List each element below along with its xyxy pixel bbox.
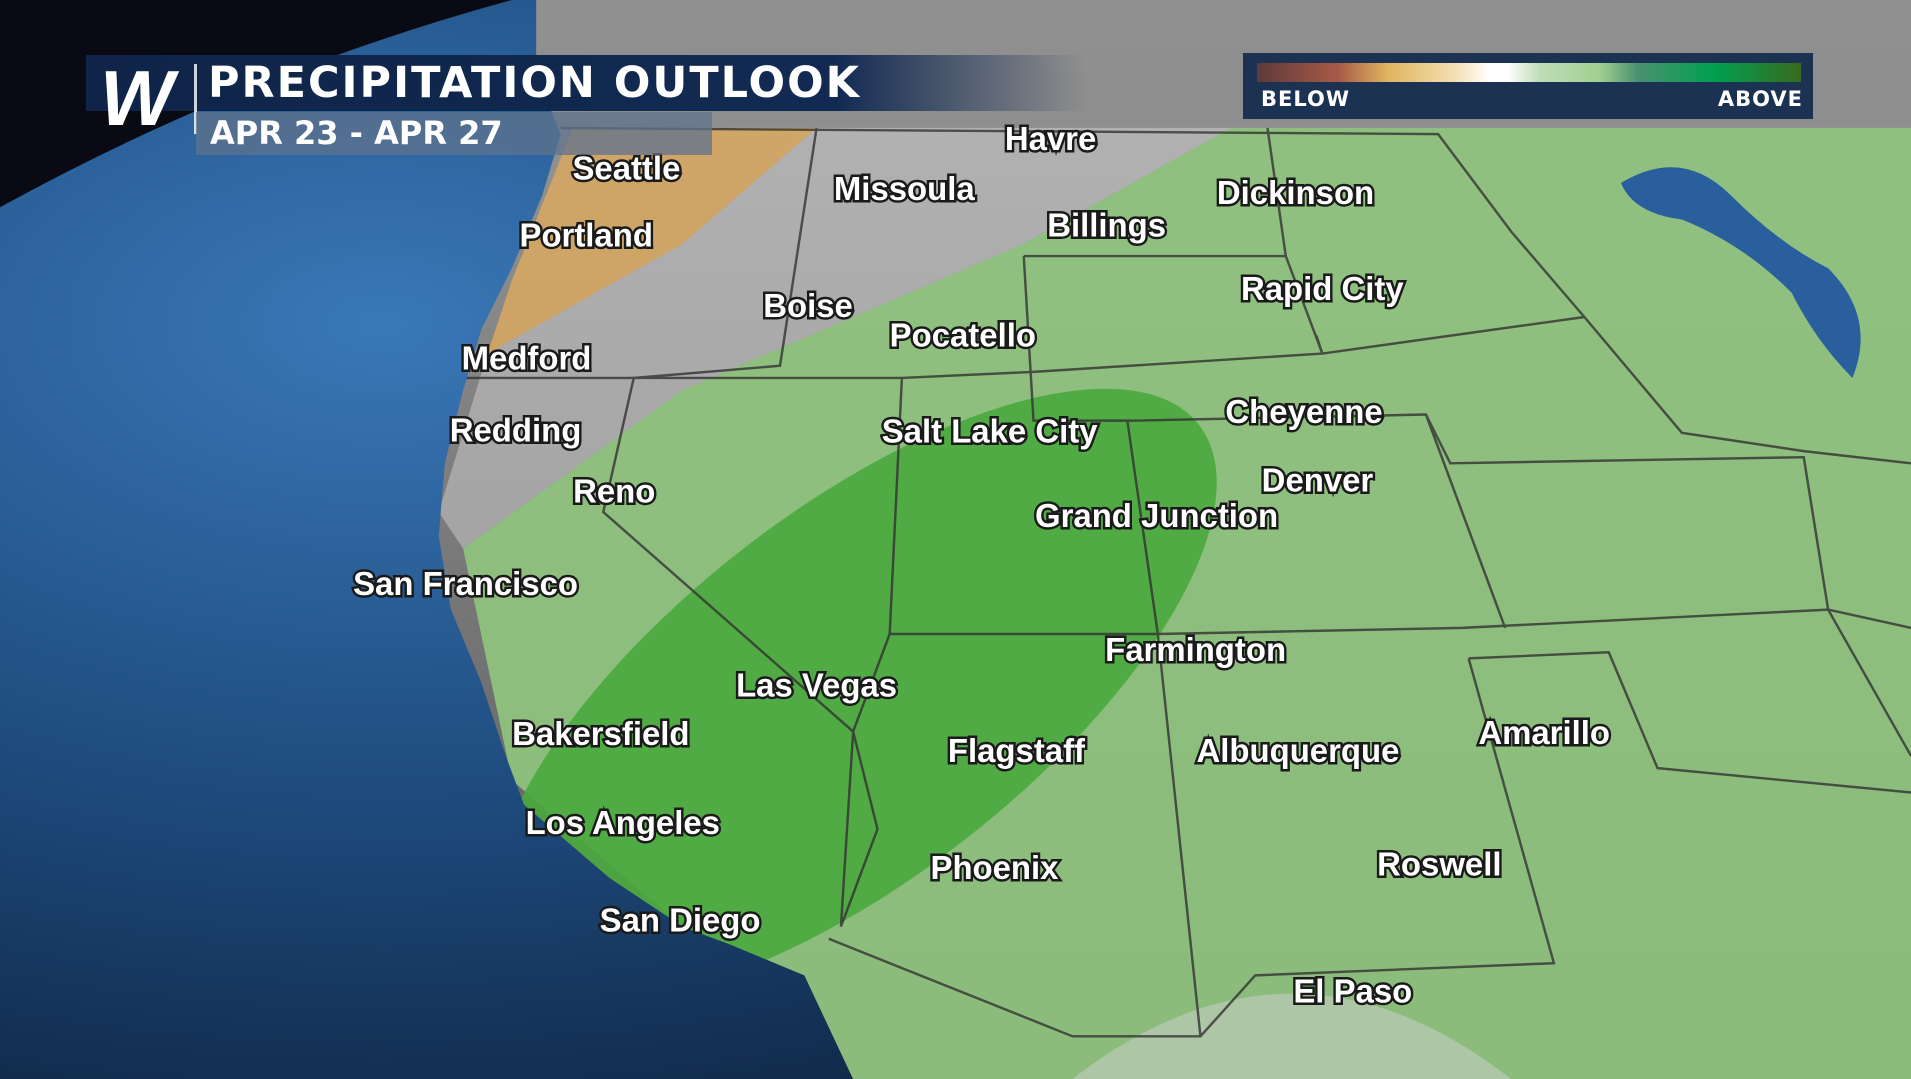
below-normal-area: [487, 128, 817, 354]
city-label-roswell: Roswell: [1377, 846, 1501, 883]
city-label-reno: Reno: [573, 472, 655, 509]
city-label-albuquerque: Albuquerque: [1197, 732, 1400, 769]
city-label-billings: Billings: [1047, 207, 1166, 244]
city-label-pocatello: Pocatello: [890, 316, 1036, 353]
city-label-grand-junction: Grand Junction: [1035, 497, 1278, 534]
globe-edge: [0, 0, 512, 208]
weathernation-logo: W: [100, 54, 174, 142]
city-label-farmington: Farmington: [1105, 631, 1286, 668]
near-normal-area-south: [1072, 993, 1512, 1079]
state-borders: [463, 126, 1911, 1038]
city-label-missoula: Missoula: [834, 170, 975, 207]
near-normal-area: [438, 128, 1231, 549]
well-above-normal-area: [489, 388, 1217, 1002]
city-label-amarillo: Amarillo: [1478, 714, 1610, 751]
subtitle-bar: [196, 112, 712, 155]
lake-superior: [1620, 167, 1861, 378]
city-label-denver: Denver: [1262, 461, 1374, 498]
date-range: APR 23 - APR 27: [210, 114, 503, 152]
city-labels: SeattlePortlandHavreMissoulaBillingsDick…: [351, 118, 1613, 1012]
city-label-medford: Medford: [462, 340, 592, 377]
logo-divider: [194, 64, 197, 134]
city-label-dickinson: Dickinson: [1217, 174, 1374, 211]
city-label-rapid-city: Rapid City: [1241, 270, 1404, 307]
city-label-bakersfield: Bakersfield: [512, 715, 689, 752]
city-label-salt-lake-city: Salt Lake City: [882, 413, 1098, 450]
city-label-los-angeles: Los Angeles: [526, 804, 720, 841]
city-label-redding: Redding: [450, 412, 582, 449]
city-label-flagstaff: Flagstaff: [948, 732, 1086, 769]
legend: BELOW ABOVE: [1243, 53, 1813, 119]
city-label-las-vegas: Las Vegas: [736, 666, 897, 703]
page-title: PRECIPITATION OUTLOOK: [208, 58, 861, 108]
legend-color-scale: [1257, 63, 1801, 82]
city-label-portland: Portland: [519, 216, 652, 253]
title-bar: [86, 55, 1086, 111]
city-label-phoenix: Phoenix: [931, 849, 1060, 886]
city-label-el-paso: El Paso: [1293, 972, 1412, 1009]
city-label-cheyenne: Cheyenne: [1225, 393, 1382, 430]
legend-above-label: ABOVE: [1717, 87, 1803, 111]
city-label-havre: Havre: [1005, 120, 1096, 157]
city-label-boise: Boise: [763, 287, 853, 324]
city-label-san-francisco: San Francisco: [353, 565, 578, 602]
city-label-san-diego: San Diego: [600, 902, 761, 939]
legend-below-label: BELOW: [1261, 87, 1350, 111]
